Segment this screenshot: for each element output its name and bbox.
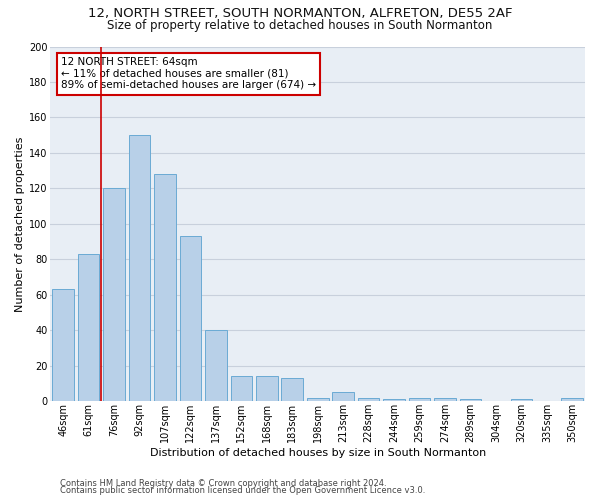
Text: 12, NORTH STREET, SOUTH NORMANTON, ALFRETON, DE55 2AF: 12, NORTH STREET, SOUTH NORMANTON, ALFRE… xyxy=(88,8,512,20)
Bar xyxy=(129,135,151,401)
Text: 12 NORTH STREET: 64sqm
← 11% of detached houses are smaller (81)
89% of semi-det: 12 NORTH STREET: 64sqm ← 11% of detached… xyxy=(61,57,316,90)
Bar xyxy=(78,254,100,401)
Text: Contains public sector information licensed under the Open Government Licence v3: Contains public sector information licen… xyxy=(60,486,425,495)
Text: Size of property relative to detached houses in South Normanton: Size of property relative to detached ho… xyxy=(107,19,493,32)
Bar xyxy=(307,398,329,401)
Bar xyxy=(52,290,74,401)
Y-axis label: Number of detached properties: Number of detached properties xyxy=(15,136,25,312)
Text: Contains HM Land Registry data © Crown copyright and database right 2024.: Contains HM Land Registry data © Crown c… xyxy=(60,478,386,488)
Bar xyxy=(179,236,201,401)
Bar xyxy=(103,188,125,401)
Bar xyxy=(460,400,481,401)
Bar xyxy=(358,398,379,401)
Bar xyxy=(562,398,583,401)
Bar xyxy=(409,398,430,401)
Bar xyxy=(434,398,456,401)
Bar xyxy=(383,400,405,401)
Bar xyxy=(256,376,278,401)
Bar xyxy=(332,392,354,401)
Bar xyxy=(511,400,532,401)
Bar xyxy=(230,376,252,401)
X-axis label: Distribution of detached houses by size in South Normanton: Distribution of detached houses by size … xyxy=(149,448,486,458)
Bar xyxy=(281,378,303,401)
Bar xyxy=(154,174,176,401)
Bar xyxy=(205,330,227,401)
